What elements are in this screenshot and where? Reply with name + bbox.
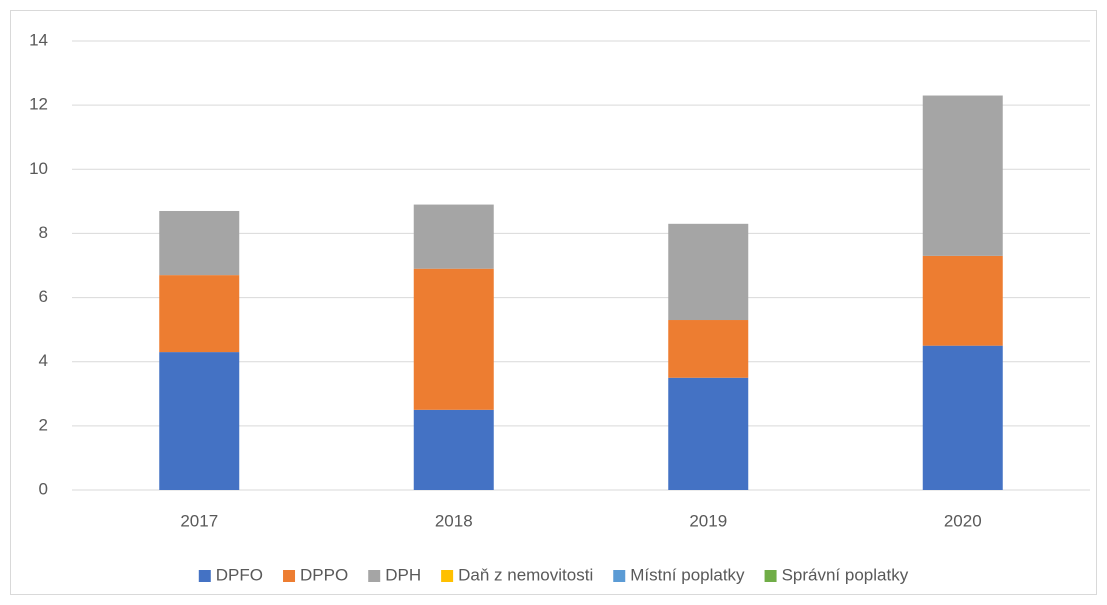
legend-swatch bbox=[613, 570, 626, 582]
bar-segment bbox=[413, 409, 494, 490]
y-tick-label: 6 bbox=[39, 287, 48, 306]
bar-segment bbox=[159, 210, 240, 276]
bar-segment bbox=[668, 377, 749, 490]
legend-label: Správní poplatky bbox=[782, 565, 909, 584]
legend-swatch bbox=[283, 570, 296, 582]
bar-segment bbox=[413, 204, 494, 269]
x-tick-label: 2018 bbox=[435, 511, 473, 530]
bar-segment bbox=[922, 95, 1003, 256]
bar-segment bbox=[668, 223, 749, 321]
bar-segment bbox=[668, 320, 749, 378]
legend-swatch bbox=[764, 570, 777, 582]
y-tick-label: 0 bbox=[39, 479, 48, 498]
legend-label: DPFO bbox=[216, 565, 263, 584]
y-tick-label: 12 bbox=[29, 95, 48, 114]
legend-swatch bbox=[368, 570, 381, 582]
bar-segment bbox=[413, 268, 494, 410]
legend-swatch bbox=[441, 570, 454, 582]
legend-label: DPH bbox=[385, 565, 421, 584]
x-tick-label: 2017 bbox=[180, 511, 218, 530]
bar-segment bbox=[922, 345, 1003, 490]
y-tick-label: 8 bbox=[39, 223, 48, 242]
x-tick-label: 2019 bbox=[689, 511, 727, 530]
y-tick-label: 14 bbox=[29, 30, 48, 49]
legend-label: Místní poplatky bbox=[630, 565, 745, 584]
bar-segment bbox=[159, 275, 240, 353]
y-tick-label: 10 bbox=[29, 159, 48, 178]
legend-label: DPPO bbox=[300, 565, 348, 584]
legend-swatch bbox=[198, 570, 211, 582]
bar-segment bbox=[922, 255, 1003, 346]
bar-segment bbox=[159, 352, 240, 490]
legend-label: Daň z nemovitosti bbox=[458, 565, 593, 584]
x-tick-label: 2020 bbox=[944, 511, 982, 530]
y-tick-label: 4 bbox=[39, 351, 48, 370]
y-tick-label: 2 bbox=[39, 415, 48, 434]
